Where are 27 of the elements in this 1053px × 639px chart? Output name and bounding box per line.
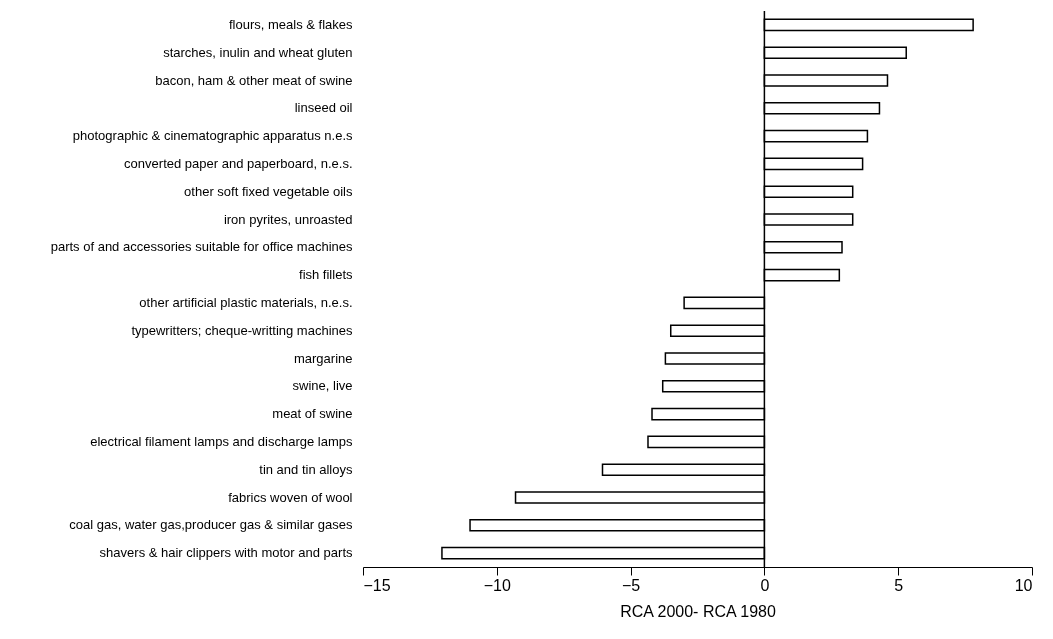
- y-tick-label: converted paper and paperboard, n.e.s.: [124, 155, 353, 171]
- y-tick-label: other soft fixed vegetable oils: [184, 183, 353, 199]
- y-tick-label: swine, live: [292, 378, 353, 394]
- y-tick-label: linseed oil: [294, 100, 353, 116]
- x-tick-label: −15: [363, 576, 391, 594]
- y-tick-label: meat of swine: [272, 406, 353, 422]
- y-tick-label: parts of and accessories suitable for office machines: [50, 239, 353, 255]
- y-tick-label: tin and tin alloys: [259, 461, 353, 477]
- y-tick-label: starches, inulin and wheat gluten: [163, 44, 353, 60]
- y-tick-label: other artificial plastic materials, n.e.s.: [139, 294, 353, 310]
- x-axis-title: RCA 2000- RCA 1980: [620, 602, 776, 620]
- x-tick-label: −5: [621, 576, 641, 594]
- y-tick-label: electrical filament lamps and discharge lamps: [90, 433, 353, 449]
- y-tick-label: bacon, ham & other meat of swine: [155, 72, 353, 88]
- x-tick-label: 0: [760, 576, 770, 594]
- y-tick-label: photographic & cinematographic apparatus n.e.s: [72, 128, 353, 144]
- x-tick-label: 5: [894, 576, 904, 594]
- y-tick-label: fish fillets: [299, 267, 353, 283]
- y-tick-label: coal gas, water gas,producer gas & similar gases: [69, 517, 353, 533]
- y-tick-label: typewritters; cheque-writting machines: [131, 322, 353, 338]
- y-tick-label: fabrics woven of wool: [228, 489, 353, 505]
- y-tick-label: iron pyrites, unroasted: [223, 211, 353, 227]
- y-tick-label: margarine: [293, 350, 353, 366]
- y-tick-label: flours, meals & flakes: [228, 16, 353, 32]
- x-tick-label: −10: [483, 576, 511, 594]
- x-tick-label: 10: [1014, 576, 1033, 594]
- y-tick-label: shavers & hair clippers with motor and parts: [99, 545, 353, 561]
